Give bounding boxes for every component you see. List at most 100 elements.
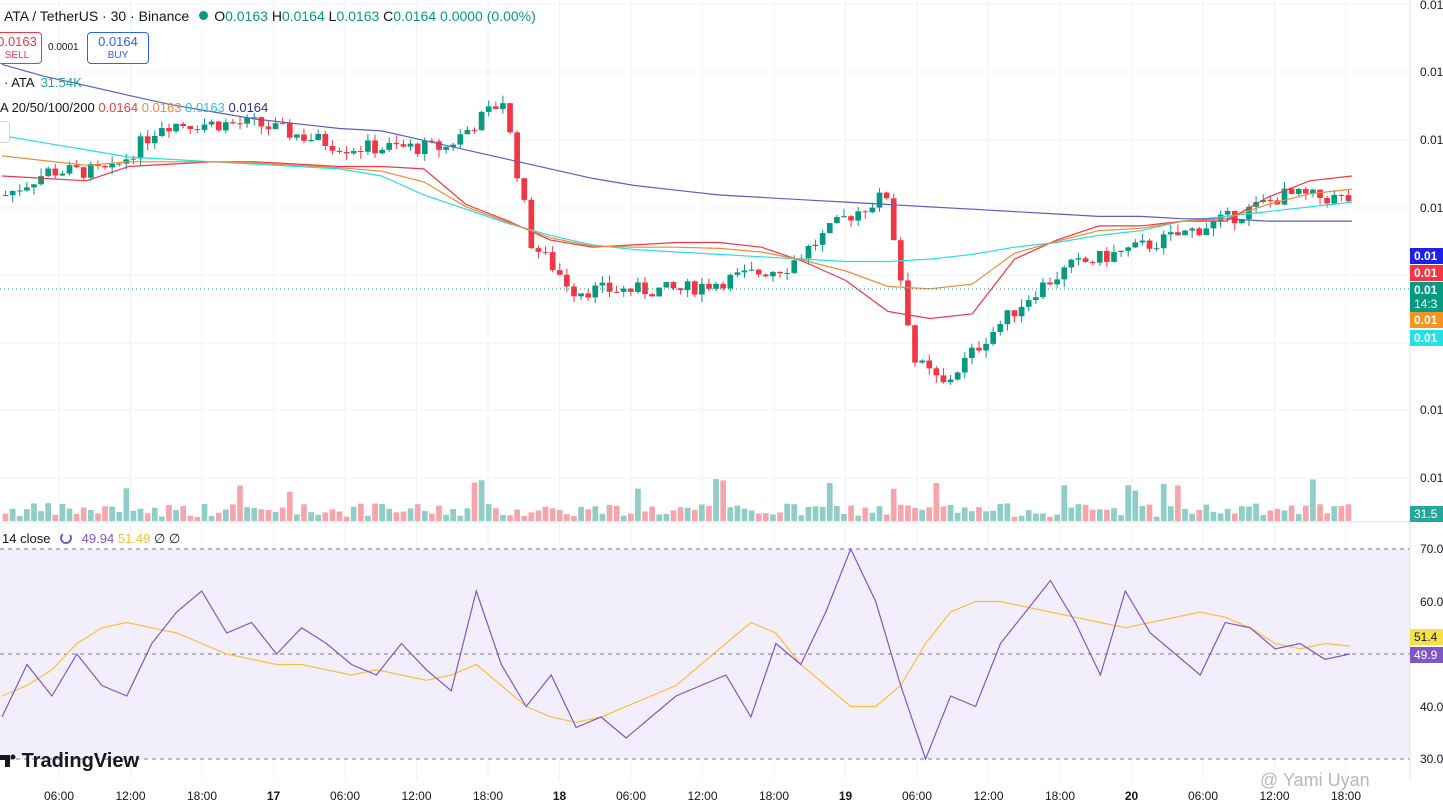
volume-bar bbox=[1239, 506, 1245, 521]
candle-body bbox=[1210, 220, 1217, 229]
volume-bar bbox=[755, 513, 762, 521]
ema-50-line bbox=[1, 155, 1353, 290]
candle-body bbox=[159, 128, 165, 137]
candle-body bbox=[997, 324, 1004, 332]
candle-body bbox=[187, 126, 194, 130]
volume-bar bbox=[244, 507, 250, 521]
volume-bar bbox=[961, 507, 968, 521]
volume-bar bbox=[542, 506, 549, 521]
market-status-icon bbox=[199, 11, 209, 20]
volume-bar bbox=[1096, 509, 1103, 521]
candle-body bbox=[457, 134, 464, 145]
volume-bar bbox=[521, 515, 528, 521]
volume-bar bbox=[159, 516, 165, 521]
time-axis-label: 06:00 bbox=[615, 789, 647, 803]
volume-bar bbox=[748, 510, 755, 521]
sell-button[interactable]: 0.0163 SELL bbox=[0, 32, 42, 64]
volume-bar bbox=[279, 507, 286, 521]
volume-bar bbox=[564, 514, 570, 521]
price-axis-label: 0.01 bbox=[1420, 471, 1443, 485]
watermark: @ Yami Uyan bbox=[1260, 770, 1370, 790]
candle-body bbox=[166, 128, 172, 132]
volume-bar bbox=[1310, 479, 1316, 521]
candle-body bbox=[961, 357, 968, 373]
candle-body bbox=[869, 207, 876, 213]
candle-body bbox=[606, 282, 613, 292]
candle-body bbox=[819, 233, 826, 245]
time-axis-label: 06:00 bbox=[1187, 789, 1219, 803]
time-axis-label: 06:00 bbox=[329, 789, 361, 803]
rsi-axis-label: 60.0 bbox=[1420, 595, 1443, 609]
candle-body bbox=[784, 272, 790, 274]
volume-bar bbox=[187, 515, 194, 521]
candle-body bbox=[279, 123, 286, 125]
candle-body bbox=[315, 133, 322, 141]
spread-value: 0.0001 bbox=[48, 42, 79, 53]
candle-body bbox=[826, 223, 833, 234]
volume-bar bbox=[528, 512, 535, 521]
volume-bar bbox=[983, 511, 989, 521]
volume-bar bbox=[919, 509, 925, 521]
volume-bar bbox=[1047, 516, 1053, 521]
symbol-title[interactable]: ATA / TetherUS · 30 · Binance bbox=[4, 8, 190, 24]
volume-bar bbox=[1182, 508, 1188, 521]
ema-legend[interactable]: A 20/50/100/200 0.0164 0.0163 0.0163 0.0… bbox=[0, 100, 269, 115]
candle-body bbox=[613, 291, 620, 293]
candle-body bbox=[421, 140, 428, 155]
volume-bar bbox=[286, 491, 293, 521]
tradingview-logo[interactable]: TradingView bbox=[0, 750, 139, 773]
rsi-legend[interactable]: 14 close 49.94 51.49 ∅ ∅ bbox=[2, 531, 181, 546]
candle-body bbox=[180, 123, 187, 127]
candle-body bbox=[990, 331, 997, 344]
volume-bar bbox=[841, 514, 847, 521]
candle-body bbox=[400, 144, 407, 147]
candle-body bbox=[436, 141, 442, 150]
candle-body bbox=[80, 167, 87, 178]
time-axis-label: 12:00 bbox=[973, 789, 1004, 803]
volume-bar bbox=[1160, 483, 1167, 521]
volume-bar bbox=[343, 516, 350, 521]
candle-body bbox=[258, 117, 265, 127]
volume-bar bbox=[137, 508, 144, 521]
price-axis-label: 0.01 bbox=[1420, 65, 1443, 79]
volume-bar bbox=[500, 514, 506, 521]
volume-bar bbox=[805, 507, 812, 521]
volume-bar bbox=[798, 515, 805, 521]
candle-body bbox=[954, 372, 961, 380]
candle-body bbox=[620, 288, 627, 292]
buy-button[interactable]: 0.0164 BUY bbox=[87, 32, 149, 64]
volume-bar bbox=[151, 507, 158, 521]
candle-body bbox=[1239, 219, 1245, 224]
candle-body bbox=[791, 260, 798, 273]
volume-bar bbox=[87, 510, 94, 521]
volume-bar bbox=[1011, 516, 1018, 521]
candle-body bbox=[699, 283, 705, 295]
ema-200-price-tag: 0.01 bbox=[1410, 248, 1443, 264]
volume-bar bbox=[45, 503, 52, 521]
symbol-header[interactable]: ATA / TetherUS · 30 · Binance O0.0163 H0.… bbox=[4, 8, 536, 24]
volume-bar bbox=[258, 509, 265, 521]
legend-collapse-button[interactable] bbox=[0, 121, 10, 143]
volume-bar bbox=[1118, 515, 1124, 521]
volume-bar bbox=[251, 508, 258, 521]
candle-body bbox=[905, 280, 911, 326]
loading-icon bbox=[60, 532, 73, 544]
candle-body bbox=[1217, 214, 1224, 221]
time-axis-label: 06:00 bbox=[43, 789, 75, 803]
volume-bar bbox=[492, 508, 499, 521]
volume-bar bbox=[215, 512, 222, 521]
price-axis-label: 0.01 bbox=[1420, 133, 1443, 147]
volume-legend[interactable]: · ATA 31.54K bbox=[4, 75, 82, 90]
volume-bar bbox=[514, 509, 520, 521]
candle-body bbox=[528, 199, 535, 249]
candle-body bbox=[1302, 188, 1309, 194]
volume-bar bbox=[969, 511, 975, 521]
candle-body bbox=[748, 269, 755, 271]
volume-bar bbox=[400, 511, 407, 521]
candle-body bbox=[109, 163, 115, 168]
volume-bar bbox=[1189, 513, 1195, 521]
price-axis-label: 0.01 bbox=[1420, 403, 1443, 417]
volume-bar bbox=[272, 511, 279, 521]
candle-body bbox=[24, 187, 30, 191]
